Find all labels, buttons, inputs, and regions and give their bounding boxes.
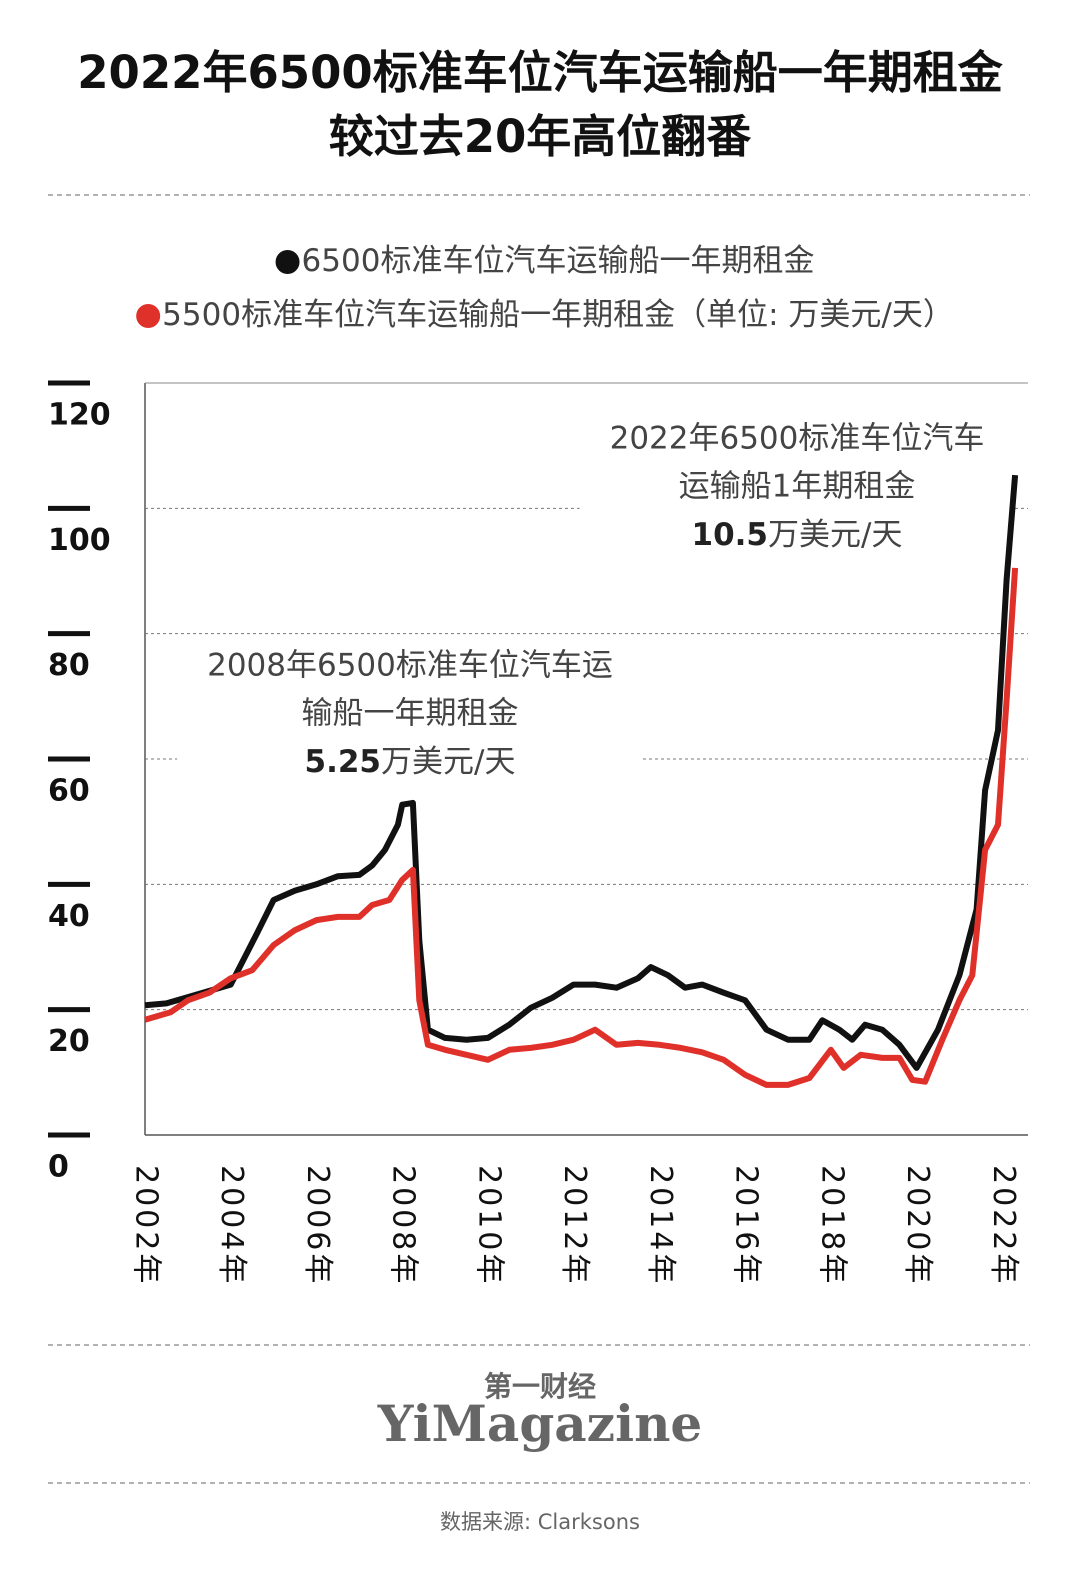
legend-marker [275, 250, 300, 274]
brand-cn: 第一财经 [484, 1370, 596, 1403]
brand-en: YiMagazine [377, 1394, 702, 1453]
annotation-number: 10.5 [692, 517, 769, 553]
annotation-unit: 万美元/天 [768, 517, 902, 553]
y-tick-label: 40 [48, 899, 90, 934]
annotation: 运输船1年期租金 [679, 469, 916, 505]
series-line [144, 474, 1019, 1071]
x-tick-label: 2022年 [986, 1165, 1021, 1286]
x-tick-label: 2010年 [471, 1165, 506, 1286]
x-tick-label: 2006年 [300, 1165, 335, 1286]
y-tick-label: 120 [48, 398, 111, 433]
annotation: 2008年6500标准车位汽车运 [207, 648, 613, 684]
x-tick-label: 2008年 [386, 1165, 421, 1286]
y-tick-label: 80 [48, 648, 90, 683]
annotation-unit: 万美元/天 [381, 744, 515, 780]
y-tick-label: 60 [48, 774, 90, 809]
source: 数据来源: Clarksons [440, 1510, 640, 1534]
legend-label: 5500标准车位汽车运输船一年期租金（单位: 万美元/天） [162, 297, 954, 333]
x-tick-label: 2020年 [900, 1165, 935, 1286]
chart-title: 2022年6500标准车位汽车运输船一年期租金 [77, 46, 1003, 99]
legend-label: 6500标准车位汽车运输船一年期租金 [302, 243, 815, 279]
legend-name: 6500标准车位汽车运输船一年期租金 [302, 243, 815, 279]
annotation: 5.25万美元/天 [305, 744, 516, 780]
annotation: 2022年6500标准车位汽车 [610, 421, 985, 457]
annotation-number: 5.25 [305, 744, 382, 780]
annotation: 输船一年期租金 [302, 696, 519, 732]
x-tick-label: 2018年 [814, 1165, 849, 1286]
chart-title: 较过去20年高位翻番 [329, 110, 752, 163]
x-tick-label: 2002年 [129, 1165, 164, 1286]
legend-marker [136, 304, 161, 328]
annotation-bg [579, 412, 1015, 561]
x-tick-label: 2004年 [214, 1165, 249, 1286]
annotation: 10.5万美元/天 [692, 517, 903, 553]
x-tick-label: 2014年 [643, 1165, 678, 1286]
y-tick-label: 100 [48, 523, 111, 558]
annotation-bg [177, 639, 643, 788]
series-line [144, 567, 1019, 1088]
x-tick-label: 2012年 [557, 1165, 592, 1286]
legend-name: 5500标准车位汽车运输船一年期租金 [162, 297, 675, 333]
unit-note: （单位: 万美元/天） [675, 297, 954, 333]
x-tick-label: 2016年 [729, 1165, 764, 1286]
y-tick-label: 20 [48, 1024, 90, 1059]
y-tick-label: 0 [48, 1150, 69, 1185]
